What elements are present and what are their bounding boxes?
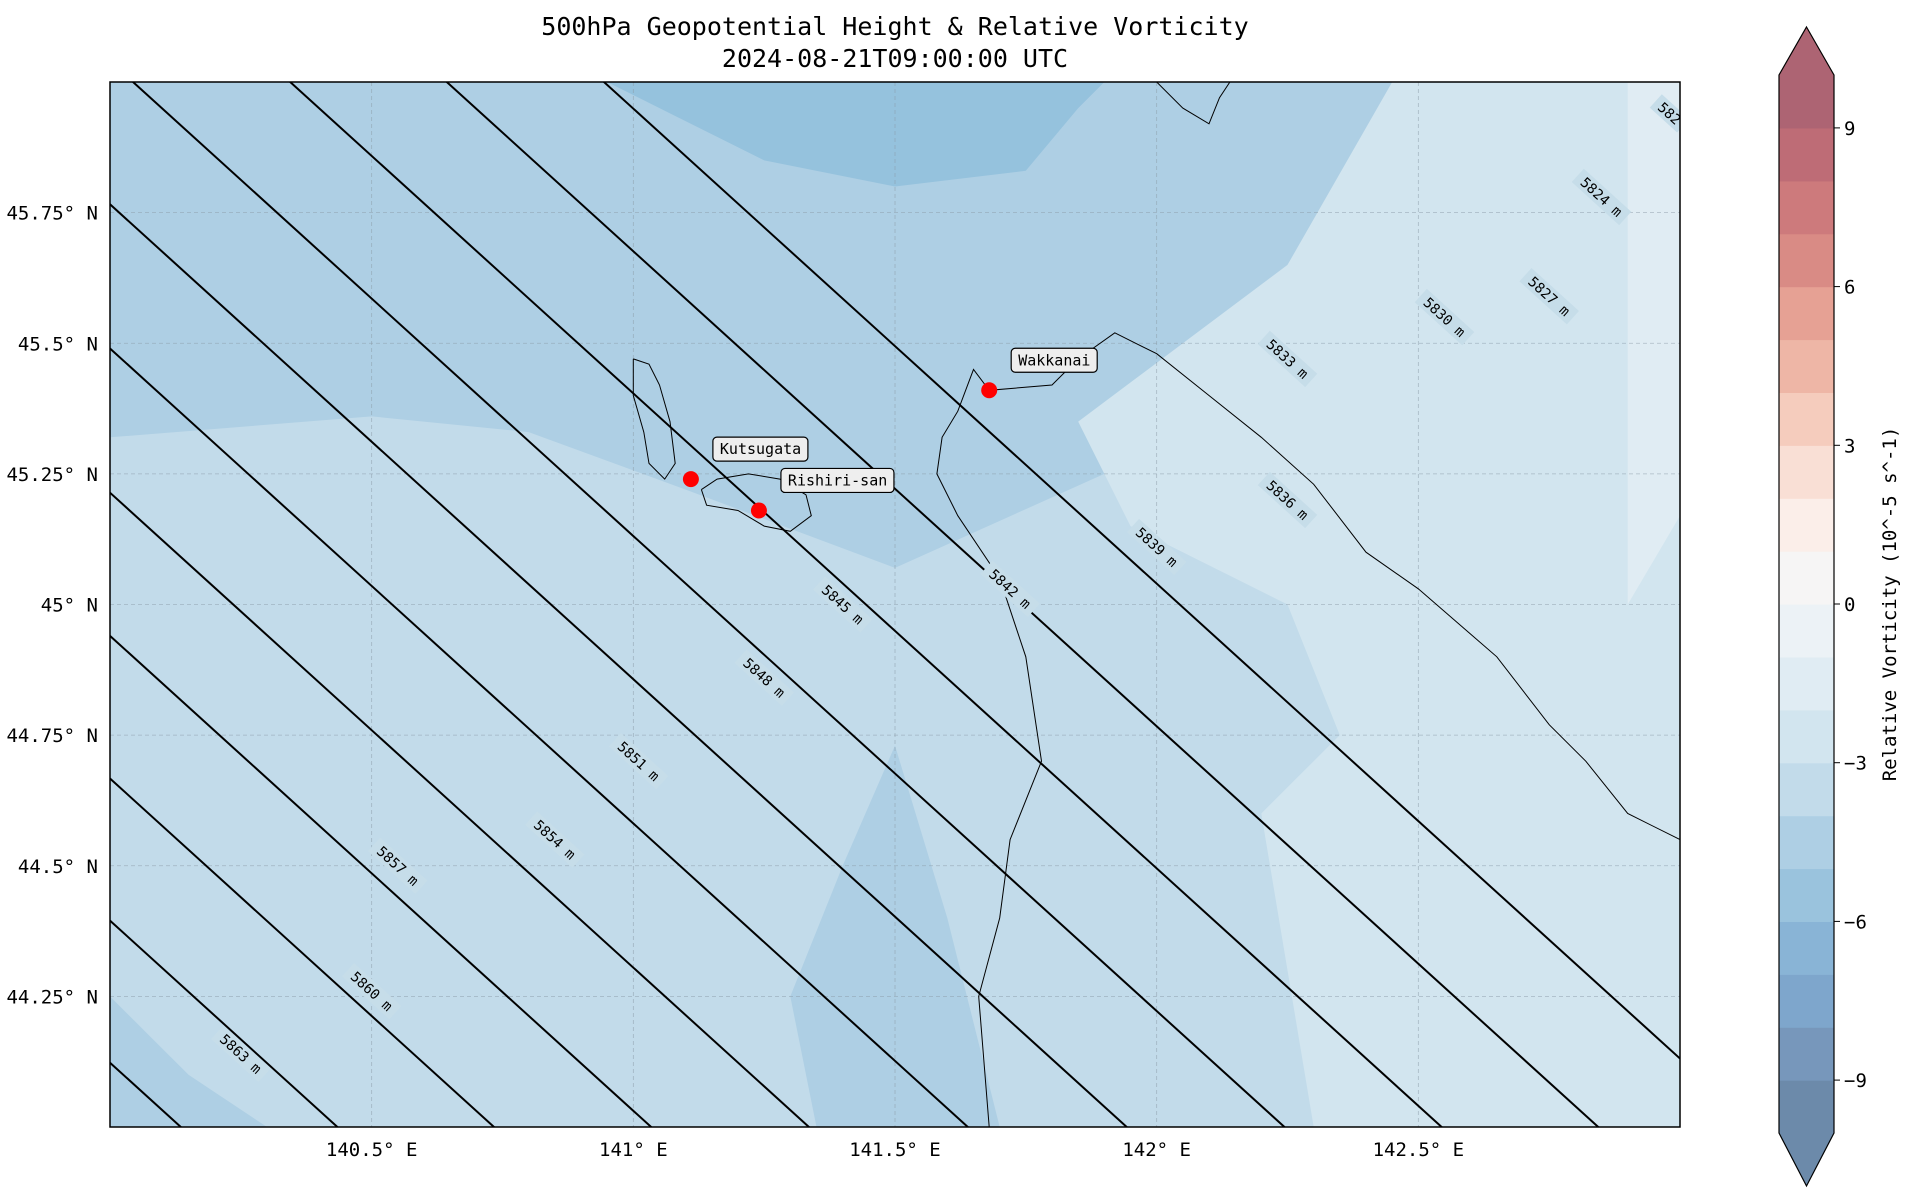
place-label-box-rishiri-san <box>780 467 895 494</box>
lat-tick-label: 44.25° N <box>6 986 98 1008</box>
colorbar-segment <box>1779 339 1834 393</box>
chart-title: 500hPa Geopotential Height & Relative Vo… <box>541 12 1249 41</box>
contour-label-bg <box>1414 288 1475 346</box>
colorbar-segment <box>1779 709 1834 764</box>
colorbar-segment <box>1779 921 1834 975</box>
colorbar-extend-low <box>1779 1133 1834 1186</box>
coastline-sakhalin <box>1156 82 1231 125</box>
contour-label-bg <box>525 811 585 868</box>
place-markers: Wakkanai Kutsugata Rishiri-san <box>682 347 1098 519</box>
contour-5839 <box>110 491 811 1127</box>
colorbar-extend-high <box>1779 27 1834 75</box>
coastline-rishiri <box>700 473 812 532</box>
colorbar-segment <box>1779 868 1834 922</box>
contour-label-bg <box>1257 471 1318 529</box>
colorbar-segment <box>1779 286 1834 341</box>
colorbar: 9 6 3 0 −3 −6 −9 Relative Vorticity (10^-5 s^-1… <box>1778 25 1901 1188</box>
colorbar-segment <box>1779 551 1834 605</box>
contour-5833 <box>110 203 1129 1127</box>
place-label-rishiri-san: Rishiri-san <box>788 471 887 489</box>
colorbar-tick-label: −9 <box>1844 1070 1867 1092</box>
coastline-rebun <box>632 358 676 480</box>
lon-tick-label: 141° E <box>599 1139 668 1161</box>
lat-tick-label: 45° N <box>41 595 98 617</box>
contour-label-bg <box>368 837 428 894</box>
contour-label-bg <box>1257 330 1318 388</box>
contour-5842 <box>110 635 653 1127</box>
colorbar-tick-label: −3 <box>1844 753 1867 775</box>
contour-5821 <box>602 82 1680 1060</box>
colorbar-segment <box>1779 815 1834 870</box>
place-label-box-kutsugata <box>712 436 809 462</box>
place-marker-kutsugata <box>682 471 699 488</box>
colorbar-tick-label: 3 <box>1844 435 1855 457</box>
chart-subtitle-time: 2024-08-21T09:00:00 UTC <box>721 44 1069 73</box>
contour-label-bg <box>1571 168 1632 226</box>
colorbar-segment <box>1779 762 1834 817</box>
contour-5836 <box>110 347 970 1127</box>
place-marker-rishiri-san <box>750 502 767 519</box>
colorbar-outline <box>1778 25 1835 1188</box>
lon-tick-label: 142° E <box>1122 1139 1191 1161</box>
contour-label-bg <box>1519 268 1579 325</box>
colorbar-tick-label: 6 <box>1844 277 1855 299</box>
lat-tick-label: 45.5° N <box>18 333 98 355</box>
vorticity-region-2 <box>607 82 1105 187</box>
colorbar-segment <box>1779 656 1834 711</box>
colorbar-segment <box>1779 445 1834 499</box>
colorbar-segment <box>1779 1027 1834 1081</box>
place-label-box-wakkanai <box>1010 347 1098 373</box>
contour-label-bg <box>341 963 402 1020</box>
height-contours <box>110 82 1680 1127</box>
colorbar-segment <box>1779 75 1834 129</box>
axis-tick-labels: 140.5° E 141° E 141.5° E 142° E 142.5° E 45.7… <box>6 203 1464 1161</box>
lon-tick-label: 142.5° E <box>1373 1139 1465 1161</box>
colorbar-segment <box>1779 180 1834 235</box>
colorbar-segment <box>1779 974 1834 1028</box>
lon-tick-label: 140.5° E <box>326 1139 418 1161</box>
lat-tick-label: 44.5° N <box>18 856 98 878</box>
contour-label-bg <box>1126 518 1187 576</box>
colorbar-segment <box>1779 127 1834 182</box>
place-label-kutsugata: Kutsugata <box>720 440 801 458</box>
contour-5830 <box>131 82 1286 1127</box>
colorbar-tick-label: 9 <box>1844 118 1855 140</box>
colorbar-segment <box>1779 1080 1834 1134</box>
colorbar-tick-label: −6 <box>1844 911 1867 933</box>
colorbar-segment <box>1779 233 1834 288</box>
lon-tick-label: 141.5° E <box>849 1139 941 1161</box>
colorbar-segment <box>1779 604 1834 658</box>
contour-5845 <box>110 777 496 1127</box>
lat-tick-label: 45.75° N <box>6 203 98 225</box>
lat-tick-label: 45.25° N <box>6 464 98 486</box>
contour-label-bg <box>608 733 669 790</box>
contour-5824 <box>445 82 1600 1127</box>
colorbar-label: Relative Vorticity (10^-5 s^-1) <box>1879 427 1901 782</box>
contour-label-bg <box>734 649 794 706</box>
vorticity-region-6 <box>110 996 267 1127</box>
contour-label-bg <box>812 576 873 633</box>
lat-tick-label: 44.75° N <box>6 725 98 747</box>
contour-label-bg <box>980 560 1040 617</box>
colorbar-segment <box>1779 392 1834 446</box>
place-label-wakkanai: Wakkanai <box>1018 351 1090 369</box>
colorbar-tick-label: 0 <box>1844 594 1855 616</box>
place-marker-wakkanai <box>981 382 998 399</box>
contour-label-bg <box>211 1025 271 1082</box>
contour-5827 <box>288 82 1444 1127</box>
colorbar-segment <box>1779 498 1834 552</box>
map-frame <box>109 81 1681 1128</box>
